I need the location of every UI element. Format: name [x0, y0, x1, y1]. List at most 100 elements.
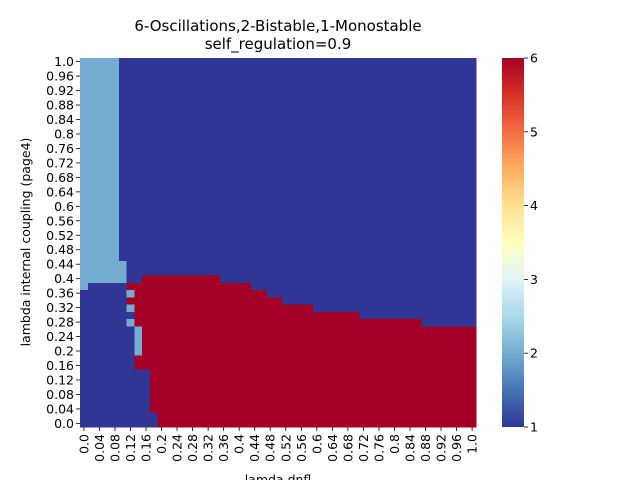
heatmap-cell [212, 94, 221, 103]
heatmap-cell [429, 354, 438, 363]
heatmap-cell [328, 115, 337, 124]
heatmap-cell [437, 390, 446, 399]
heatmap-cell [312, 123, 322, 131]
heatmap-cell [367, 159, 376, 168]
heatmap-cell [359, 181, 368, 189]
heatmap-cell [95, 65, 104, 74]
heatmap-cell [398, 195, 407, 204]
heatmap-cell [219, 325, 229, 334]
heatmap-cell [281, 318, 291, 327]
heatmap-cell [80, 318, 89, 327]
heatmap-cell [312, 173, 322, 182]
heatmap-cell [305, 65, 314, 74]
heatmap-cell [219, 340, 229, 349]
heatmap-cell [382, 325, 392, 334]
heatmap-cell [149, 282, 159, 291]
heatmap-cell [258, 115, 267, 124]
y-tick-label: 0.72 [46, 155, 74, 170]
heatmap-cell [165, 282, 174, 291]
heatmap-cell [274, 209, 283, 218]
heatmap-cell [274, 137, 283, 146]
heatmap-cell [390, 209, 399, 218]
heatmap-cell [390, 260, 399, 269]
heatmap-cell [312, 318, 322, 327]
heatmap-cell [180, 238, 190, 247]
heatmap-cell [95, 383, 104, 392]
heatmap-cell [266, 173, 275, 182]
heatmap-cell [258, 296, 267, 305]
heatmap-cell [320, 202, 330, 211]
heatmap-cell [312, 304, 322, 312]
heatmap-cell [398, 72, 407, 81]
heatmap-cell [243, 202, 252, 211]
heatmap-cell [359, 231, 368, 240]
heatmap-cell [266, 332, 275, 341]
heatmap-cell [118, 101, 128, 110]
heatmap-cell [87, 137, 97, 146]
heatmap-cell [188, 390, 198, 399]
heatmap-cell [103, 412, 112, 421]
heatmap-cell [375, 398, 384, 406]
heatmap-cell [212, 304, 221, 312]
heatmap-cell [359, 296, 368, 305]
heatmap-cell [328, 108, 337, 117]
heatmap-cell [406, 144, 415, 153]
heatmap-cell [142, 86, 151, 95]
heatmap-cell [468, 318, 477, 327]
heatmap-cell [289, 332, 299, 341]
heatmap-cell [297, 405, 306, 414]
heatmap-cell [274, 253, 283, 262]
heatmap-cell [413, 86, 423, 95]
heatmap-cell [344, 246, 353, 254]
heatmap-cell [235, 238, 244, 247]
heatmap-cell [289, 217, 299, 226]
heatmap-cell [444, 383, 454, 392]
heatmap-cell [196, 318, 205, 327]
heatmap-cell [142, 123, 151, 131]
heatmap-cell [258, 108, 267, 117]
heatmap-cell [180, 325, 190, 334]
heatmap-cell [351, 181, 361, 189]
heatmap-cell [437, 253, 446, 262]
heatmap-cell [312, 65, 322, 74]
heatmap-cell [103, 340, 112, 349]
heatmap-cell [80, 202, 89, 211]
heatmap-cell [95, 318, 104, 327]
heatmap-cell [460, 224, 469, 233]
heatmap-cell [328, 58, 337, 66]
heatmap-cell [359, 144, 368, 153]
heatmap-cell [118, 289, 128, 298]
heatmap-cell [305, 282, 314, 291]
heatmap-cell [297, 188, 306, 197]
heatmap-cell [344, 275, 353, 283]
heatmap-cell [289, 412, 299, 421]
heatmap-cell [227, 238, 236, 247]
heatmap-cell [103, 202, 112, 211]
heatmap-cell [87, 166, 97, 175]
heatmap-cell [142, 224, 151, 233]
heatmap-cell [103, 86, 112, 95]
heatmap-cell [367, 173, 376, 182]
y-tick-label: 0.0 [54, 416, 74, 431]
heatmap-cell [328, 246, 337, 254]
heatmap-cell [274, 58, 283, 66]
heatmap-cell [111, 108, 120, 117]
heatmap-cell [165, 65, 174, 74]
heatmap-cell [297, 376, 306, 385]
heatmap-cell [80, 246, 89, 254]
heatmap-cell [421, 304, 431, 312]
heatmap-cell [149, 130, 159, 139]
heatmap-cell [437, 65, 446, 74]
heatmap-cell [305, 325, 314, 334]
heatmap-cell [95, 354, 104, 363]
heatmap-cell [258, 101, 267, 110]
heatmap-cell [359, 195, 368, 204]
heatmap-cell [320, 318, 330, 327]
heatmap-cell [250, 101, 260, 110]
heatmap-cell [258, 152, 267, 160]
heatmap-cell [398, 86, 407, 95]
heatmap-cell [227, 369, 236, 377]
heatmap-cell [173, 209, 182, 218]
heatmap-cell [149, 246, 159, 254]
heatmap-cell [165, 130, 174, 139]
